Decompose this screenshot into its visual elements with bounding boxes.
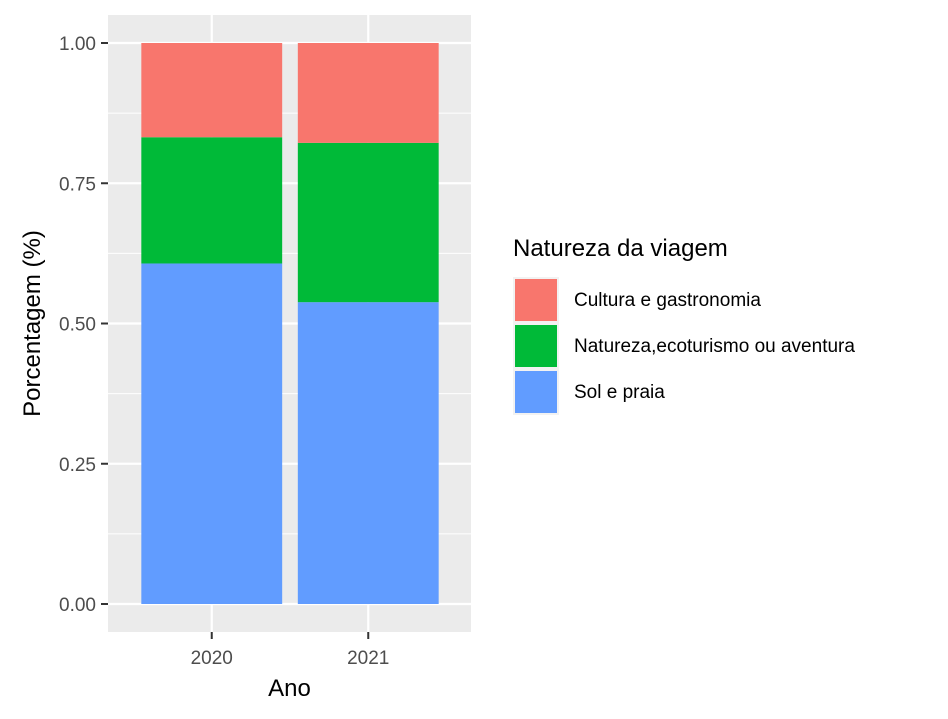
- y-tick-label: 0.00: [59, 595, 96, 616]
- y-axis: 0.00 0.25 0.50 0.75 1.00: [59, 34, 108, 616]
- y-axis-title: Porcentagem (%): [19, 230, 46, 417]
- x-axis-title: Ano: [268, 675, 311, 702]
- x-tick-label: 2020: [191, 648, 233, 669]
- legend-swatch: [515, 279, 557, 321]
- x-tick-label: 2021: [347, 648, 389, 669]
- y-tick-label: 1.00: [59, 34, 96, 55]
- bar-segment: [141, 137, 283, 264]
- y-tick-label: 0.50: [59, 315, 96, 336]
- bar-segment: [297, 142, 439, 303]
- legend-label: Natureza,ecoturismo ou aventura: [574, 336, 855, 357]
- legend-items: Cultura e gastronomia Natureza,ecoturismo…: [513, 277, 855, 415]
- y-tick-label: 0.75: [59, 174, 96, 195]
- bar-segment: [141, 43, 283, 138]
- legend: Natureza da viagem Cultura e gastronomia…: [513, 235, 855, 415]
- legend-swatch: [515, 325, 557, 367]
- bar-segment: [141, 263, 283, 604]
- legend-title: Natureza da viagem: [513, 235, 728, 262]
- legend-swatch: [515, 371, 557, 413]
- x-axis: 2020 2021: [191, 632, 389, 669]
- bar-segment: [297, 302, 439, 604]
- legend-label: Sol e praia: [574, 382, 665, 403]
- y-tick-label: 0.25: [59, 455, 96, 476]
- legend-label: Cultura e gastronomia: [574, 290, 761, 311]
- bar-segment: [297, 43, 439, 143]
- bars: [141, 43, 439, 604]
